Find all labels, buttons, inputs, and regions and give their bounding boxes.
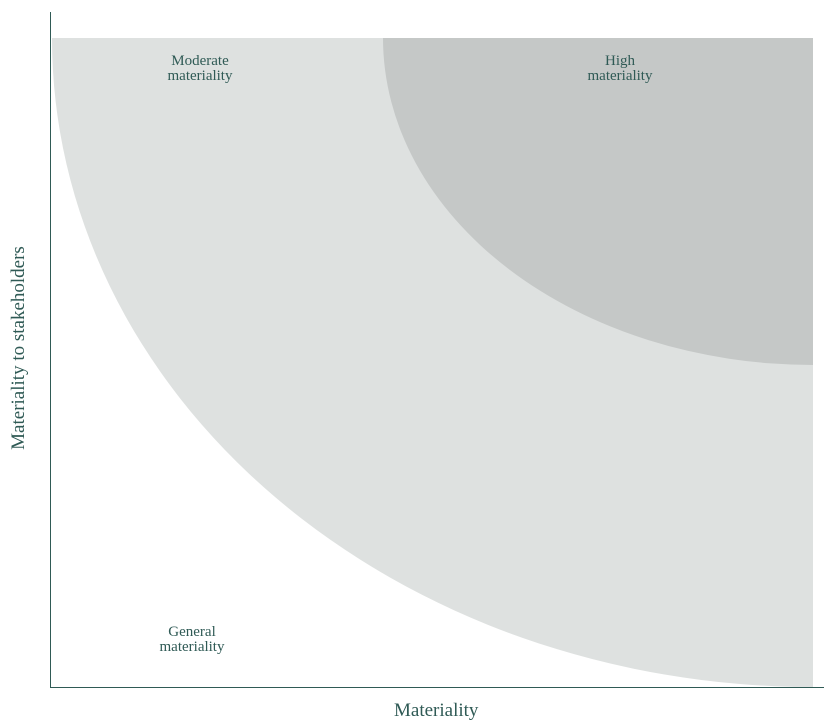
x-axis-title: Materiality: [394, 700, 479, 721]
high-zone: [383, 38, 813, 365]
general-label-line-2: materiality: [159, 639, 225, 655]
general-materiality-label: General materiality: [132, 625, 252, 655]
high-label-line-1: High: [605, 53, 635, 69]
high-label-line-2: materiality: [587, 68, 653, 84]
y-axis-title: Materiality to stakeholders: [8, 246, 29, 450]
moderate-label-line-2: materiality: [167, 68, 233, 84]
high-materiality-label: High materiality: [560, 54, 680, 84]
moderate-materiality-label: Moderate materiality: [140, 54, 260, 84]
moderate-label-line-1: Moderate: [171, 53, 229, 69]
general-label-line-1: General: [168, 624, 216, 640]
